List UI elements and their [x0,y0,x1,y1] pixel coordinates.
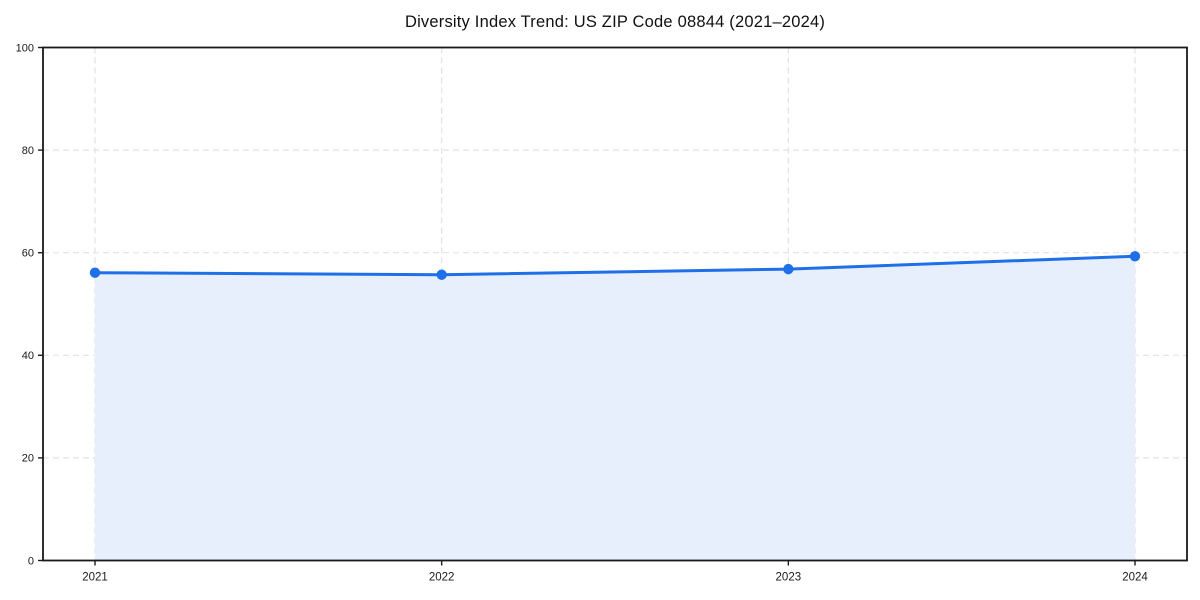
y-axis-tick-label: 80 [22,145,34,157]
x-axis-tick-label: 2024 [1122,572,1148,584]
x-axis-tick-label: 2022 [429,572,455,584]
trend-line [93,254,1137,277]
y-axis-tick-label: 0 [28,555,34,567]
data-point [783,263,794,275]
x-axis-tick-label: 2021 [82,572,108,584]
data-point [89,267,101,278]
data-point [1129,251,1141,262]
data-point [436,269,447,280]
plot-border [42,46,1188,562]
area-fill [95,256,1135,561]
y-axis-tick-label: 40 [22,350,34,362]
x-axis-tick-label: 2023 [776,572,802,584]
chart-title: Diversity Index Trend: US ZIP Code 08844… [404,13,826,31]
y-axis-tick-label: 100 [16,42,34,54]
y-axis-tick-label: 20 [22,453,34,465]
y-axis-tick-label: 60 [22,248,34,260]
